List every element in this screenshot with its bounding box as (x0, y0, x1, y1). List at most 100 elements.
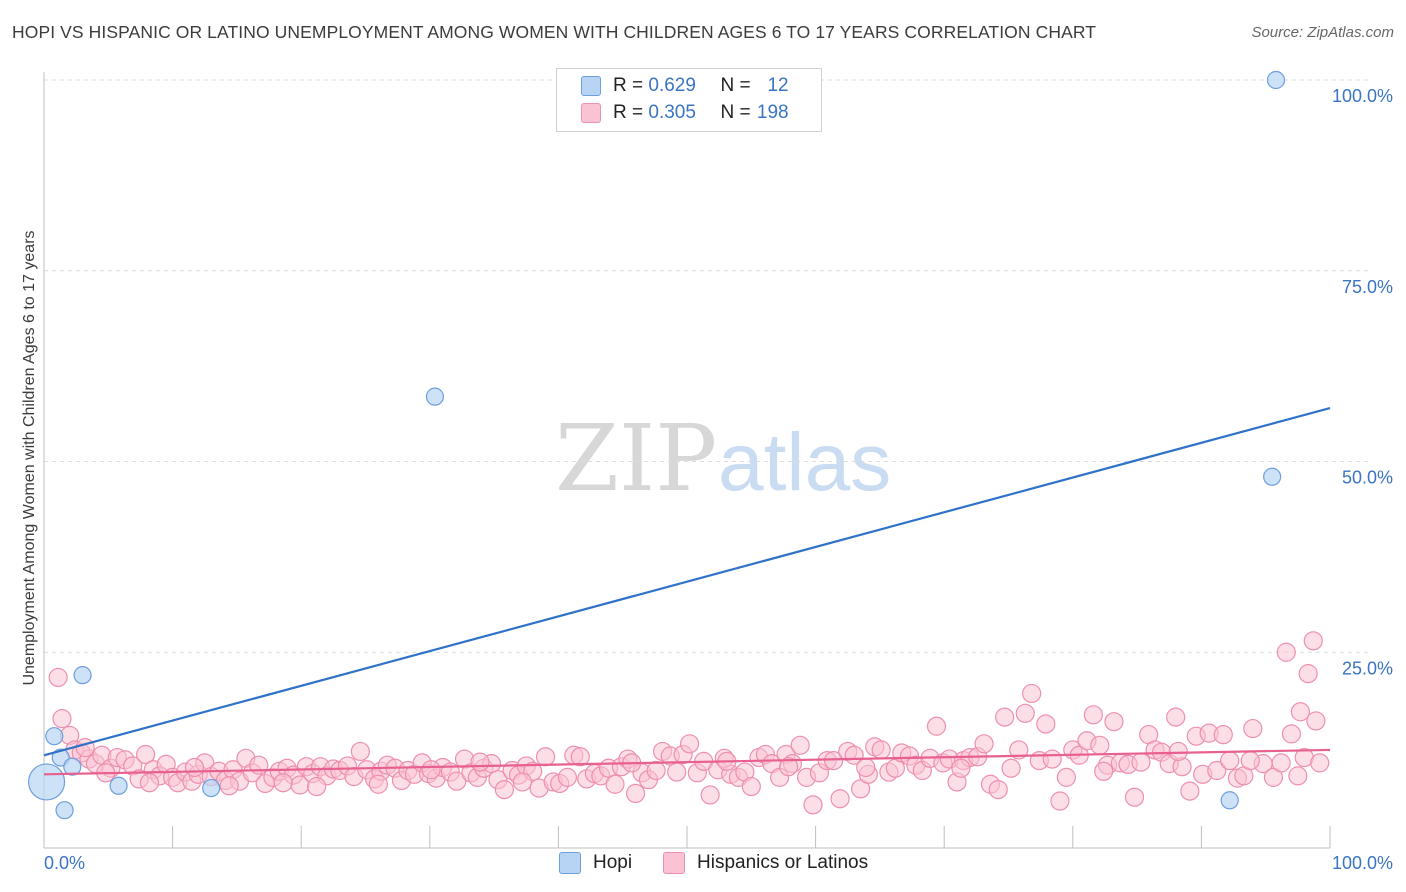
tick-labels: 100.0% 75.0% 50.0% 25.0% 0.0% 100.0% (44, 86, 1393, 873)
hispanic-point (1220, 750, 1240, 771)
hispanic-point (249, 755, 269, 775)
hispanic-point (856, 757, 876, 778)
hispanic-point (1090, 735, 1110, 755)
hispanic-point (557, 767, 578, 787)
hispanic-point (679, 734, 700, 754)
hopi-swatch (581, 76, 601, 96)
watermark-zip: ZIP (555, 405, 717, 512)
y-tick-label: 50.0% (1342, 468, 1393, 488)
hispanic-point (1213, 725, 1233, 745)
hopi-point (1263, 467, 1282, 486)
hispanic-point (1022, 683, 1042, 704)
hispanic-point (447, 771, 467, 791)
hispanic-point (951, 758, 971, 778)
hispanic-point (1290, 702, 1311, 722)
hispanic-point (974, 734, 994, 754)
hispanic-point (1310, 753, 1330, 773)
hispanic-point (1094, 761, 1114, 781)
hopi-point (63, 757, 82, 776)
hispanic-point (135, 744, 156, 765)
hispanic-point (1243, 718, 1263, 739)
hispanic-point (741, 776, 761, 797)
hispanic-point (1276, 642, 1296, 662)
series-legend: Hopi Hispanics or Latinos (0, 852, 1406, 878)
hispanic-point (1083, 705, 1103, 725)
hispanic-point (1042, 749, 1062, 769)
hispanic-point (1050, 791, 1070, 811)
hispanic-point (803, 795, 823, 815)
y-tick-label: 75.0% (1342, 277, 1393, 297)
legend-row-hopi: R = 0.629 N = 12 (581, 73, 789, 99)
legend-hopi-label: Hopi (593, 852, 633, 873)
hopi-swatch (559, 852, 581, 874)
hispanic-point (1036, 714, 1056, 734)
hispanic-point (1009, 740, 1029, 760)
hispanic-point (1124, 787, 1145, 807)
legend-hisp-label: Hispanics or Latinos (697, 852, 869, 873)
hispanic-point (988, 779, 1008, 800)
grid-lines (44, 79, 1372, 653)
hispanic-point (700, 785, 720, 805)
hispanic-point (667, 762, 687, 782)
hopi-point (109, 776, 128, 795)
legend-n-value: 12 (767, 75, 789, 96)
hispanic-point (1281, 724, 1302, 744)
hopi-point (1220, 791, 1239, 810)
legend-n-label: N = (720, 75, 751, 96)
hispanic-point (535, 747, 556, 767)
hopi-point (45, 727, 64, 746)
watermark-atlas: atlas (718, 417, 891, 508)
hispanic-point (512, 772, 532, 792)
hispanic-point (1207, 760, 1227, 781)
correlation-legend: R = 0.629 N = 12 R = 0.305 N = 198 (556, 68, 822, 132)
y-tick-label: 25.0% (1342, 658, 1393, 678)
source-label: Source: ZipAtlas.com (1251, 24, 1394, 41)
hispanic-point (1168, 741, 1188, 762)
chart-title: HOPI VS HISPANIC OR LATINO UNEMPLOYMENT … (12, 22, 1097, 42)
hispanic-point (1001, 758, 1021, 778)
y-tick-label: 100.0% (1332, 86, 1393, 106)
legend-r-label: R = (613, 75, 644, 96)
hispanic-point (184, 757, 205, 778)
hopi-point (73, 666, 92, 685)
hispanic-point (995, 707, 1015, 727)
hispanic-point (1015, 703, 1035, 723)
x-tick-label-max: 100.0% (1332, 853, 1393, 873)
hopi-point (55, 801, 74, 820)
hispanic-point (625, 783, 646, 804)
hispanic-point (48, 667, 68, 688)
hispanic-point (926, 716, 947, 736)
hopi-points (27, 70, 1286, 820)
hispanic-point (1166, 707, 1186, 727)
hispanic-point (52, 709, 72, 729)
hopi-point (27, 763, 66, 801)
hispanic-point (1298, 664, 1318, 684)
hispanic-point (350, 741, 370, 762)
legend-row-hisp: R = 0.305 N = 198 (581, 100, 789, 126)
hispanic-point (139, 773, 160, 793)
hispanic-point (368, 774, 388, 794)
hispanic-point (219, 776, 239, 796)
legend-n-value: 198 (756, 102, 789, 123)
hispanic-trend-line (43, 748, 1331, 776)
hopi-trend-line (43, 407, 1331, 757)
hispanic-point (1056, 767, 1076, 787)
x-tick-label-min: 0.0% (44, 853, 85, 873)
hispanic-point (1240, 750, 1260, 771)
hispanic-point (1288, 766, 1308, 786)
legend-item-hopi[interactable]: Hopi (559, 852, 632, 874)
legend-item-hispanics[interactable]: Hispanics or Latinos (663, 852, 868, 874)
hispanic-point (421, 760, 441, 780)
hisp-swatch (663, 852, 685, 874)
hispanic-point (778, 757, 799, 777)
hopi-point (425, 387, 445, 406)
hopi-point (1266, 70, 1286, 90)
hopi-point (202, 778, 221, 798)
hispanic-point (605, 774, 625, 794)
hispanic-point (1131, 752, 1151, 772)
legend-r-label: R = (613, 102, 644, 123)
legend-r-value: 0.629 (648, 75, 696, 96)
hisp-swatch (581, 103, 601, 123)
legend-n-label: N = (720, 102, 751, 123)
